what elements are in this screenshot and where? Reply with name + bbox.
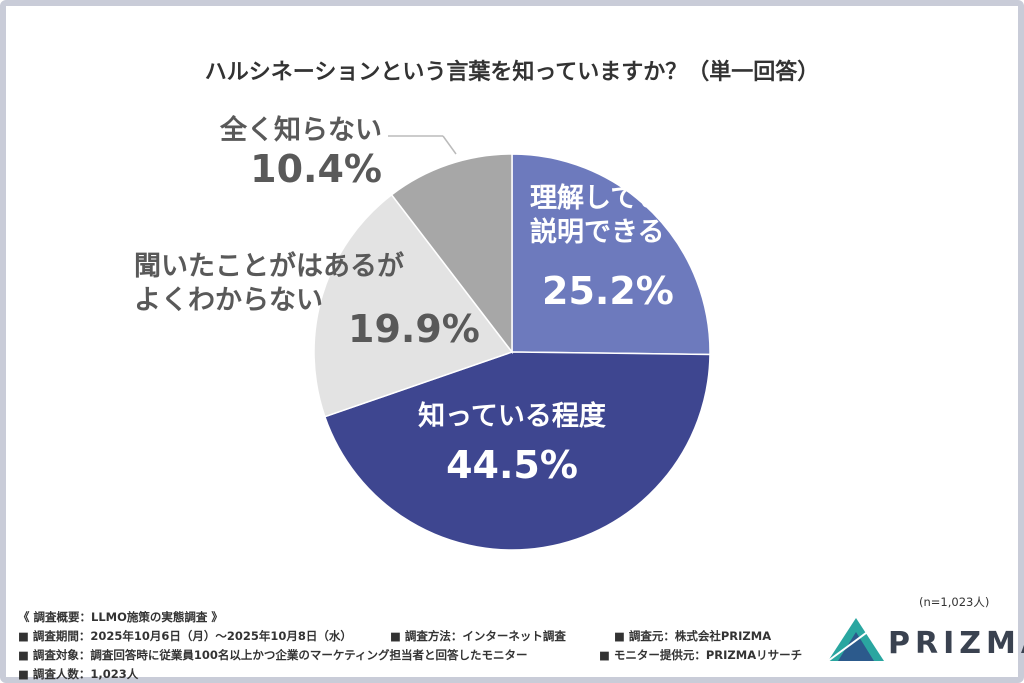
logo: PRIZMA — [888, 626, 1024, 661]
slice-label: 全く知らない — [220, 115, 382, 146]
slice-label: 知っている程度 — [418, 401, 606, 432]
leader-line — [442, 135, 457, 155]
chart-title: ハルシネーションという言葉を知っていますか？（単一回答） — [204, 60, 820, 85]
survey-method: ■ 調査方法：インターネット調査 — [390, 629, 566, 643]
slice-label: 聞いたことがはあるが よくわからない — [134, 251, 404, 316]
value-label: 25.2% — [542, 269, 674, 313]
pie-slice — [313, 193, 514, 418]
survey-target: ■ 調査対象：調査回答時に従業員100名以上かつ企業のマーケティング担当者と回答… — [18, 648, 528, 662]
pie-slice — [390, 153, 513, 355]
logo-mark — [827, 618, 884, 662]
survey-period: ■ 調査期間：2025年10月6日（月）～2025年10月8日（水） — [18, 629, 352, 643]
survey-provider: ■ モニター提供元：PRIZMAリサーチ — [599, 648, 803, 662]
pie-slice — [323, 351, 711, 551]
chart — [313, 135, 884, 662]
value-label: 44.5% — [446, 443, 578, 487]
slice-label: 理解していて 説明できる — [530, 183, 691, 248]
survey-source: ■ 調査元：株式会社PRIZMA — [614, 629, 772, 643]
note: (n=1,023人) — [919, 595, 990, 609]
survey-heading: 《 調査概要：LLMO施策の実態調査 》 — [18, 610, 223, 624]
value-label: 19.9% — [348, 307, 480, 351]
pie-slice — [511, 153, 711, 356]
value-label: 10.4% — [250, 147, 382, 191]
survey-count: ■ 調査人数：1,023人 — [18, 667, 139, 681]
